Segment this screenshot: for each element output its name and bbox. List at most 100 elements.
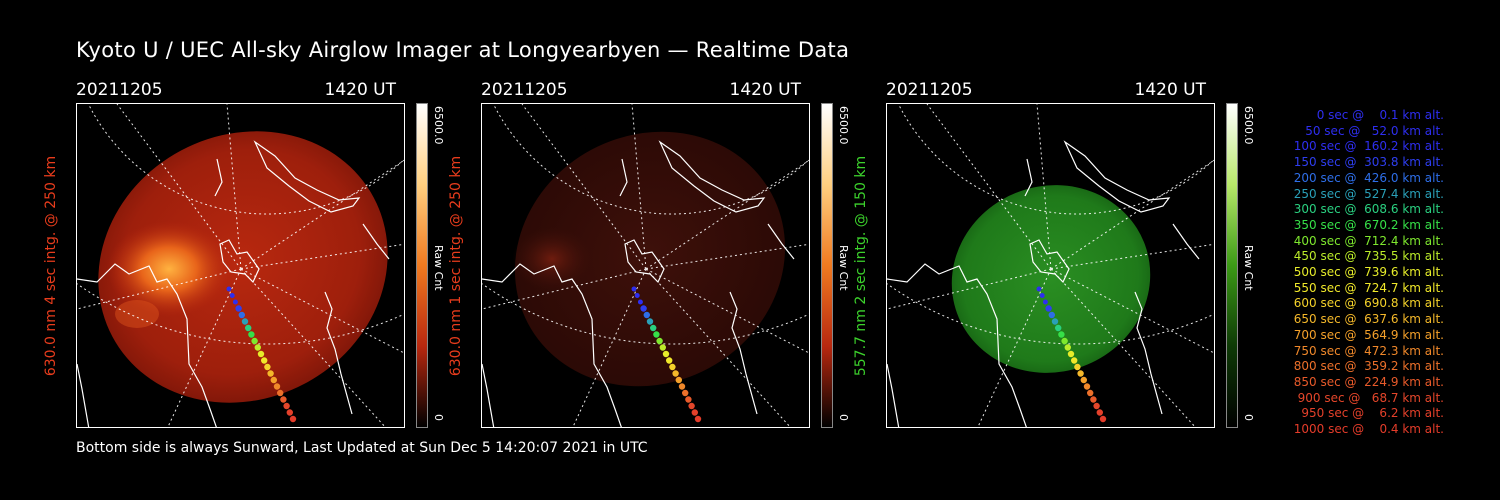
- airglow-disk: [514, 131, 786, 387]
- aurora-glow: [107, 221, 231, 317]
- trajectory-point: [678, 383, 686, 390]
- panel-date: 20211205: [886, 80, 973, 100]
- legend-row: 450 sec @ 735.5 km alt.: [1293, 249, 1444, 264]
- page-title: Kyoto U / UEC All-sky Airglow Imager at …: [76, 38, 850, 62]
- trajectory-point: [675, 376, 682, 384]
- legend-row: 300 sec @ 608.6 km alt.: [1293, 202, 1444, 217]
- trajectory-point: [643, 311, 650, 319]
- trajectory-point: [261, 357, 268, 364]
- legend-row: 200 sec @ 426.0 km alt.: [1293, 170, 1444, 185]
- trajectory-point: [232, 299, 238, 305]
- colorbar: [416, 103, 428, 428]
- trajectory-point: [1039, 293, 1045, 298]
- legend-row: 350 sec @ 670.2 km alt.: [1293, 217, 1444, 232]
- colorbar-min: 0: [1242, 414, 1255, 421]
- colorbar: [1226, 103, 1238, 428]
- trajectory-point: [1083, 383, 1091, 390]
- legend-row: 400 sec @ 712.4 km alt.: [1293, 233, 1444, 248]
- trajectory-legend: 0 sec @ 0.1 km alt. 50 sec @ 52.0 km alt.…: [1262, 108, 1444, 438]
- trajectory-point: [1067, 350, 1075, 358]
- legend-row: 850 sec @ 224.9 km alt.: [1293, 374, 1444, 389]
- airglow-disk: [951, 185, 1151, 373]
- aurora-glow: [512, 227, 592, 291]
- satellite-trajectory: [226, 286, 297, 423]
- airglow-disk: [98, 131, 388, 403]
- panel-630nm-4sec: 20211205 1420 UT 630.0 nm 4 sec intg. @ …: [43, 80, 496, 430]
- panel-date: 20211205: [481, 80, 568, 100]
- trajectory-point: [1055, 324, 1062, 332]
- trajectory-point: [659, 344, 666, 351]
- colorbar-min: 0: [837, 414, 850, 421]
- trajectory-point: [241, 318, 249, 325]
- legend-row: 150 sec @ 303.8 km alt.: [1293, 155, 1444, 170]
- legend-row: 50 sec @ 52.0 km alt.: [1305, 123, 1444, 138]
- trajectory-point: [682, 389, 689, 397]
- legend-row: 800 sec @ 359.2 km alt.: [1293, 359, 1444, 374]
- trajectory-point: [1036, 286, 1042, 292]
- trajectory-point: [688, 402, 695, 410]
- colorbar-unit: Raw Cnt: [837, 245, 850, 291]
- trajectory-point: [264, 363, 271, 371]
- legend-row: 500 sec @ 739.6 km alt.: [1293, 265, 1444, 280]
- trajectory-point: [280, 396, 287, 403]
- legend-row: 1000 sec @ 0.4 km alt.: [1293, 422, 1444, 437]
- trajectory-point: [640, 305, 647, 312]
- trajectory-point: [1048, 311, 1055, 319]
- legend-row: 750 sec @ 472.3 km alt.: [1293, 343, 1444, 358]
- trajectory-point: [1074, 363, 1081, 371]
- trajectory-point: [289, 415, 297, 423]
- colorbar-min: 0: [432, 414, 445, 421]
- trajectory-point: [1096, 409, 1103, 416]
- trajectory-point: [656, 337, 663, 345]
- trajectory-point: [1099, 415, 1107, 423]
- allsky-image: [481, 103, 810, 428]
- legend-row: 100 sec @ 160.2 km alt.: [1293, 139, 1444, 154]
- trajectory-point: [1077, 370, 1084, 377]
- trajectory-point: [277, 389, 284, 397]
- trajectory-point: [245, 324, 252, 332]
- trajectory-point: [685, 396, 692, 403]
- panel-557nm-2sec: 20211205 1420 UT 557.7 nm 2 sec intg. @ …: [853, 80, 1306, 430]
- satellite-trajectory: [631, 286, 702, 423]
- allsky-image: [76, 103, 405, 428]
- colorbar: [821, 103, 833, 428]
- trajectory-point: [691, 409, 698, 416]
- legend-row: 700 sec @ 564.9 km alt.: [1293, 327, 1444, 342]
- panel-date: 20211205: [76, 80, 163, 100]
- trajectory-point: [226, 286, 232, 292]
- trajectory-point: [672, 370, 679, 377]
- trajectory-point: [286, 409, 293, 416]
- panel-time: 1420 UT: [324, 80, 397, 100]
- panel-side-label: 557.7 nm 2 sec intg. @ 150 km: [853, 155, 869, 376]
- panel-side-label: 630.0 nm 1 sec intg. @ 250 km: [448, 155, 464, 376]
- trajectory-point: [1058, 331, 1065, 338]
- legend-row: 550 sec @ 724.7 km alt.: [1293, 280, 1444, 295]
- trajectory-point: [653, 331, 660, 338]
- trajectory-point: [637, 299, 643, 305]
- trajectory-point: [248, 331, 255, 338]
- trajectory-point: [251, 337, 258, 345]
- satellite-trajectory: [1036, 286, 1107, 423]
- colorbar-max: 6500.0: [1242, 106, 1255, 145]
- legend-row: 250 sec @ 527.4 km alt.: [1293, 186, 1444, 201]
- panel-630nm-1sec: 20211205 1420 UT 630.0 nm 1 sec intg. @ …: [448, 80, 901, 430]
- trajectory-point: [1093, 402, 1100, 410]
- legend-row: 950 sec @ 6.2 km alt.: [1301, 406, 1444, 421]
- trajectory-point: [273, 383, 281, 390]
- legend-row: 900 sec @ 68.7 km alt.: [1297, 390, 1444, 405]
- trajectory-point: [1064, 344, 1071, 351]
- trajectory-point: [283, 402, 290, 410]
- trajectory-point: [669, 363, 676, 371]
- trajectory-point: [229, 293, 235, 298]
- trajectory-point: [662, 350, 670, 358]
- trajectory-point: [1090, 396, 1097, 403]
- trajectory-point: [1051, 318, 1059, 325]
- trajectory-point: [666, 357, 673, 364]
- footer-note: Bottom side is always Sunward, Last Upda…: [76, 440, 648, 456]
- colorbar-unit: Raw Cnt: [1242, 245, 1255, 291]
- trajectory-point: [634, 293, 640, 298]
- trajectory-point: [631, 286, 637, 292]
- trajectory-point: [694, 415, 702, 423]
- legend-row: 600 sec @ 690.8 km alt.: [1293, 296, 1444, 311]
- trajectory-point: [267, 370, 274, 377]
